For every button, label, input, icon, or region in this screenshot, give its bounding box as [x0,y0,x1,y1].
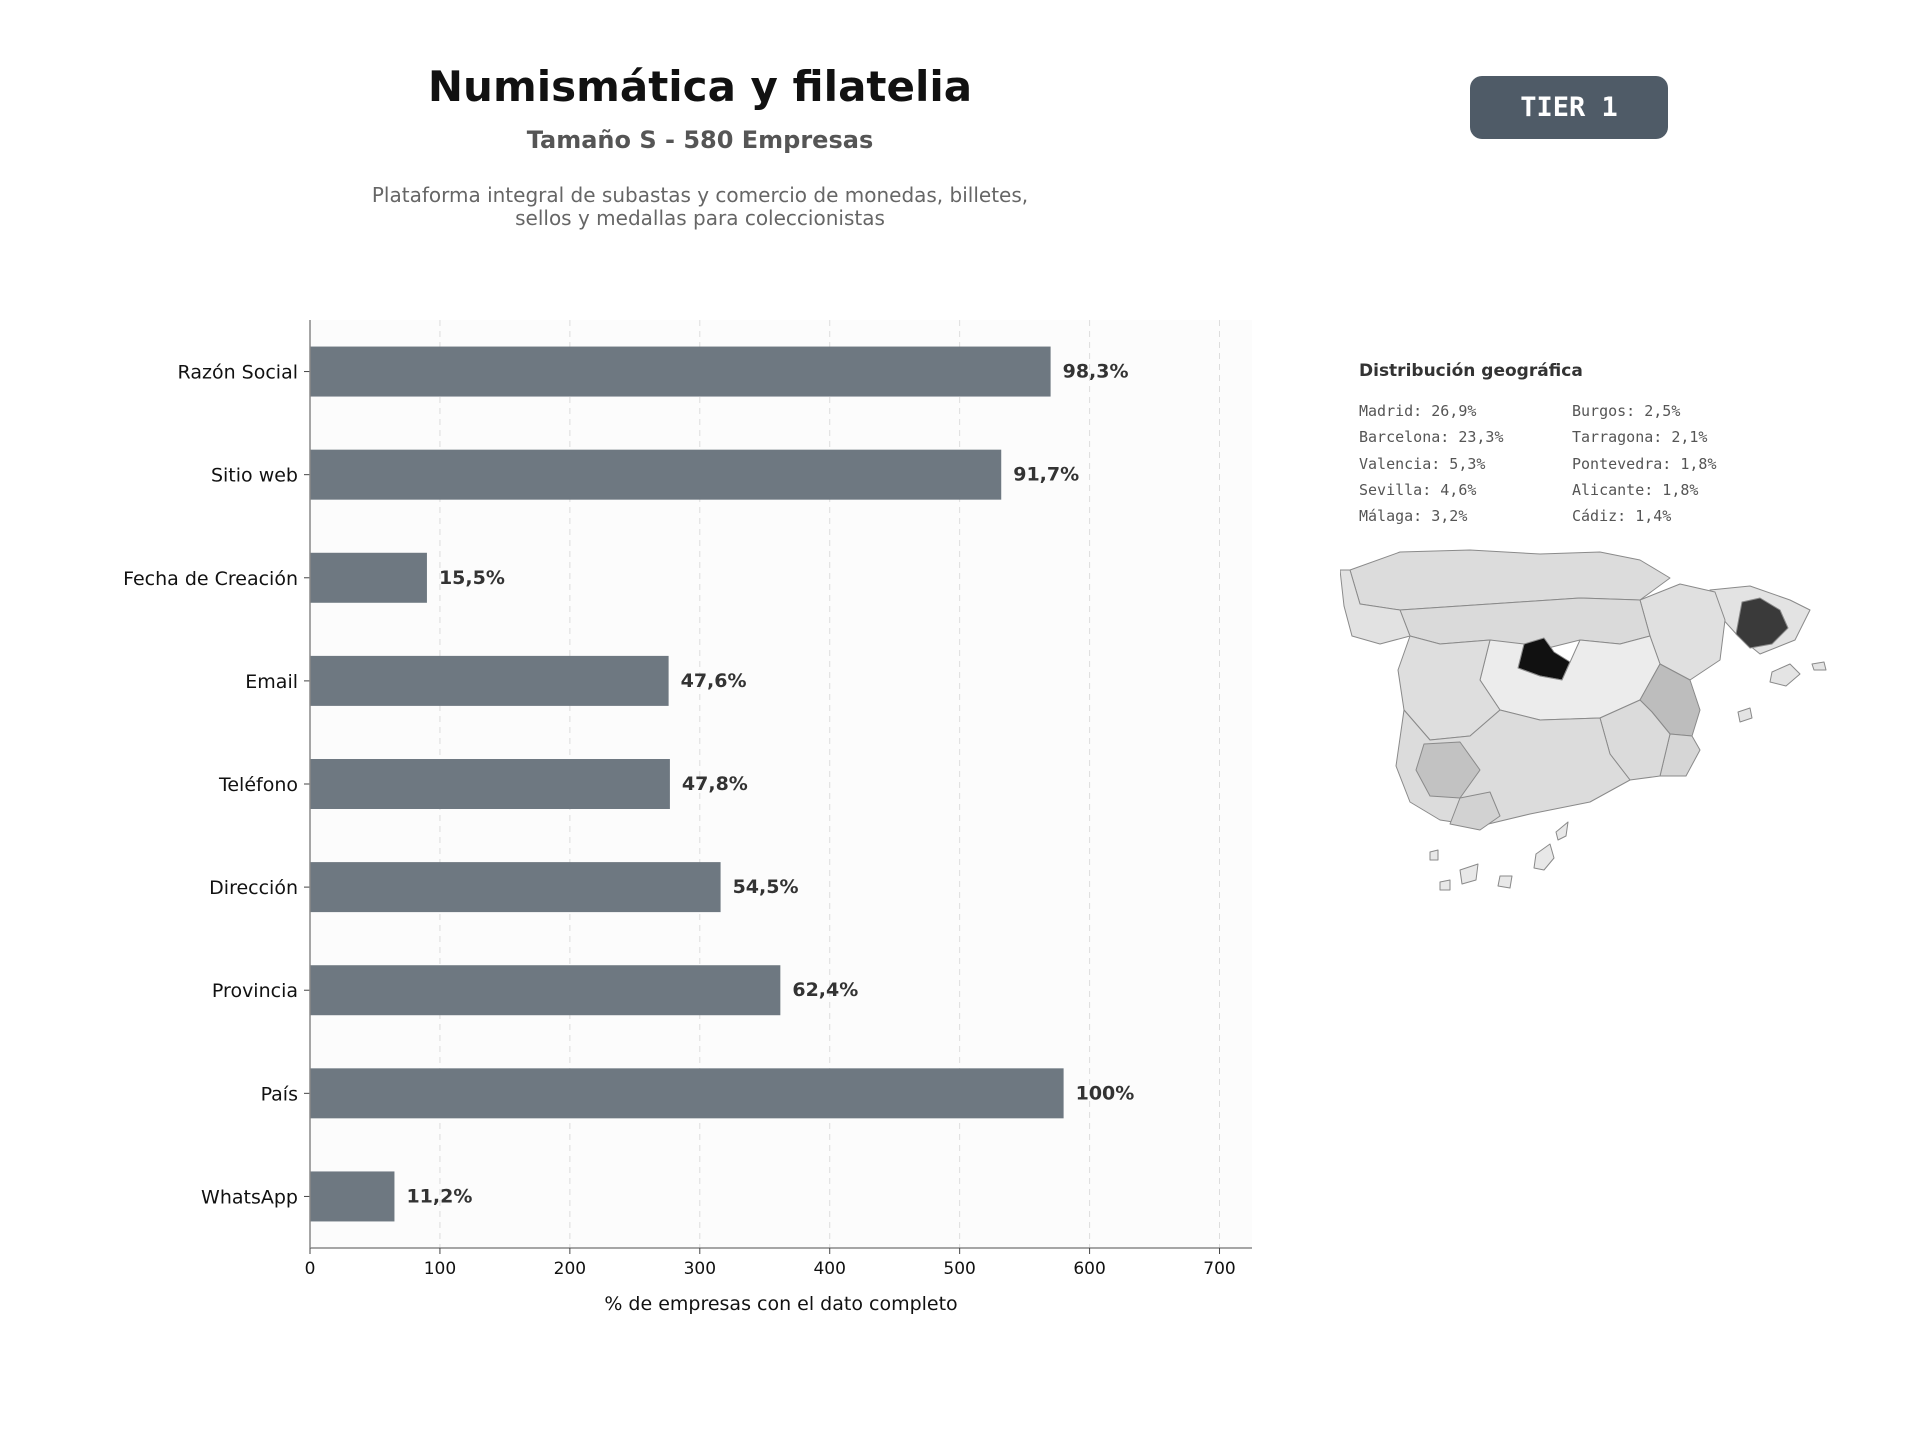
bar [310,965,781,1016]
bar-data-label: 62,4% [792,979,858,1001]
y-tick-label: Fecha de Creación [123,568,298,590]
bar-data-label: 100% [1076,1082,1135,1104]
geo-list-col-1: Madrid: 26,9% Barcelona: 23,3% Valencia:… [1359,398,1504,529]
bar [310,1171,395,1222]
bar-data-label: 47,8% [682,773,748,795]
bar-data-label: 47,6% [681,670,747,692]
bar [310,1068,1064,1119]
geo-item: Sevilla: 4,6% [1359,480,1477,499]
bar [310,552,427,603]
y-tick-label: WhatsApp [201,1186,298,1208]
y-tick-label: País [261,1083,298,1105]
description-line-2: sellos y medallas para coleccionistas [515,206,885,230]
geo-item: Burgos: 2,5% [1572,402,1681,420]
x-tick-label: 600 [1073,1259,1105,1279]
x-tick-label: 700 [1203,1259,1235,1279]
geo-item: Barcelona: 23,3% [1359,428,1504,447]
geo-list-col-2: Burgos: 2,5% Tarragona: 2,1% Pontevedra:… [1572,398,1717,529]
description-line-1: Plataforma integral de subastas y comerc… [371,183,1029,207]
geo-item: Madrid: 26,9% [1359,402,1477,420]
map-region [1555,821,1569,841]
bar-data-label: 15,5% [439,567,505,589]
page-title: Numismática y filatelia [427,62,973,111]
bar-data-label: 98,3% [1063,361,1129,383]
geo-item: Málaga: 3,2% [1359,507,1468,526]
map-region-barcelona [1735,597,1789,649]
y-tick-label: Dirección [209,877,298,899]
y-tick-label: Sitio web [211,465,298,487]
geo-item: Alicante: 1,8% [1572,480,1699,499]
y-tick-label: Teléfono [218,774,298,796]
spain-map-image [1340,549,1827,891]
x-axis-label: % de empresas con el dato completo [604,1293,957,1315]
geo-item: Tarragona: 2,1% [1572,428,1708,447]
page-description: Plataforma integral de subastas y comerc… [300,184,1100,230]
page-subtitle: Tamaño S - 580 Empresas [526,126,874,154]
map-region [1811,661,1827,671]
bar-data-label: 54,5% [733,876,799,898]
bar [310,655,669,706]
x-tick-label: 500 [943,1259,975,1279]
map-region [1459,863,1479,885]
map-region [1429,849,1439,861]
x-tick-label: 0 [305,1259,316,1279]
x-tick-label: 100 [424,1259,456,1279]
map-region [1439,879,1451,891]
x-tick-label: 400 [813,1259,845,1279]
geo-distribution-title: Distribución geográfica [1359,361,1583,381]
map-region [1659,733,1701,777]
tier-badge: TIER 1 [1470,76,1668,139]
bar-data-label: 91,7% [1013,464,1079,486]
map-region [1533,843,1555,871]
geo-item: Cádiz: 1,4% [1572,507,1672,526]
map-region [1497,875,1513,889]
bar [310,346,1051,397]
bar [310,759,670,809]
y-tick-label: Provincia [212,980,298,1002]
geo-item: Pontevedra: 1,8% [1572,454,1717,473]
y-tick-label: Razón Social [178,362,298,384]
x-tick-label: 300 [684,1259,716,1279]
y-tick-label: Email [245,671,298,693]
geo-item: Valencia: 5,3% [1359,454,1486,473]
x-tick-label: 200 [554,1259,586,1279]
map-region [1769,663,1801,687]
bar [310,449,1002,500]
map-region [1449,791,1501,831]
bar [310,862,721,913]
bar-data-label: 11,2% [406,1185,472,1207]
map-region [1737,707,1753,723]
